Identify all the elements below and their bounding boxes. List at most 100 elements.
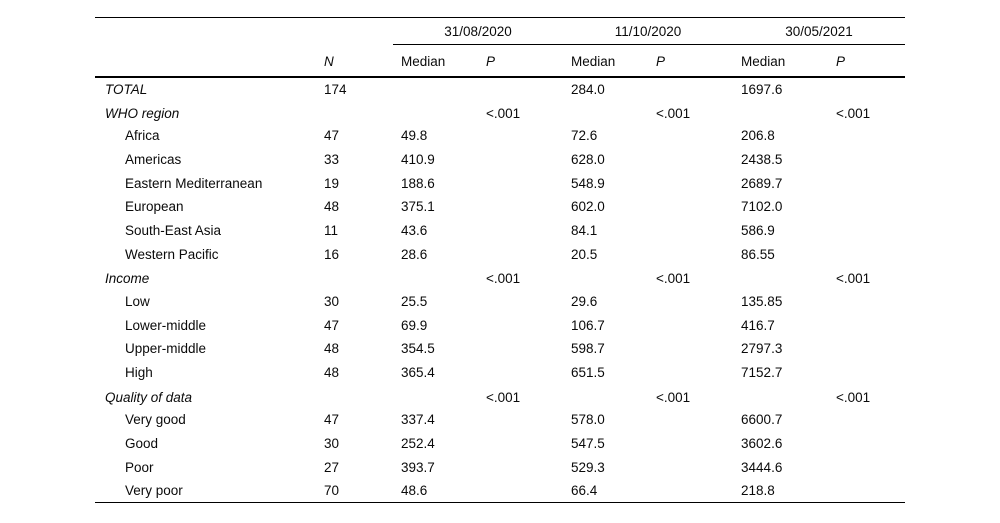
median-column-header-2: Median bbox=[563, 44, 649, 78]
row-label: Lower-middle bbox=[125, 317, 207, 333]
median-cell-2 bbox=[563, 266, 648, 290]
n-cell: 30 bbox=[324, 436, 340, 452]
p-cell-3 bbox=[828, 479, 905, 503]
p-column-header-1: P bbox=[478, 44, 564, 78]
row-label: Africa bbox=[125, 128, 160, 144]
row-label: Very poor bbox=[125, 483, 183, 499]
p-cell-2 bbox=[648, 195, 733, 219]
table-row: European 48 375.1 602.0 7102.0 bbox=[95, 195, 905, 219]
n-cell: 48 bbox=[324, 365, 340, 381]
table-header: 31/08/2020 11/10/2020 30/05/2021 N Media… bbox=[95, 17, 906, 78]
p-cell-2 bbox=[648, 337, 733, 361]
p-cell-3 bbox=[828, 219, 905, 243]
median-cell-2 bbox=[563, 384, 648, 408]
row-label: Low bbox=[125, 294, 150, 310]
table-row: High 48 365.4 651.5 7152.7 bbox=[95, 361, 905, 385]
p-cell-2 bbox=[648, 361, 733, 385]
n-cell bbox=[310, 266, 393, 290]
n-cell: 174 bbox=[324, 82, 347, 98]
median-cell-3: 206.8 bbox=[741, 128, 775, 144]
p-cell-1 bbox=[478, 361, 563, 385]
n-cell: 47 bbox=[324, 317, 340, 333]
p-cell-2 bbox=[648, 313, 733, 337]
p-column-header-2: P bbox=[648, 44, 734, 78]
median-cell-1: 25.5 bbox=[401, 294, 428, 310]
row-label: Western Pacific bbox=[125, 246, 219, 262]
p-cell-1 bbox=[478, 148, 563, 172]
median-cell-2: 602.0 bbox=[571, 199, 605, 215]
p-cell-1 bbox=[478, 219, 563, 243]
table-row: Low 30 25.5 29.6 135.85 bbox=[95, 290, 905, 314]
n-cell: 33 bbox=[324, 151, 340, 167]
n-cell: 16 bbox=[324, 246, 340, 262]
median-cell-1: 393.7 bbox=[401, 459, 435, 475]
row-label: Good bbox=[125, 436, 159, 452]
median-cell-1: 69.9 bbox=[401, 317, 428, 333]
p-cell-1: <.001 bbox=[486, 105, 521, 121]
p-cell-1 bbox=[478, 171, 563, 195]
p-cell-1: <.001 bbox=[486, 389, 521, 405]
median-cell-1: 43.6 bbox=[401, 222, 428, 238]
median-cell-1 bbox=[393, 384, 478, 408]
table-row: TOTAL 174 284.0 1697.6 bbox=[95, 77, 905, 101]
date-column-group-3: 30/05/2021 bbox=[733, 17, 906, 45]
median-cell-2: 548.9 bbox=[571, 175, 605, 191]
p-cell-1 bbox=[478, 408, 563, 432]
table-row: Income <.001 <.001 <.001 bbox=[95, 266, 905, 290]
p-cell-3 bbox=[828, 242, 905, 266]
p-cell-3 bbox=[828, 337, 905, 361]
median-cell-1: 375.1 bbox=[401, 199, 435, 215]
p-cell-2 bbox=[648, 171, 733, 195]
median-cell-1: 49.8 bbox=[401, 128, 428, 144]
table-row: Africa 47 49.8 72.6 206.8 bbox=[95, 124, 905, 148]
p-cell-2 bbox=[648, 148, 733, 172]
summary-statistics-table: 31/08/2020 11/10/2020 30/05/2021 N Media… bbox=[95, 17, 906, 504]
p-cell-2 bbox=[648, 456, 733, 480]
median-cell-3: 7152.7 bbox=[741, 365, 783, 381]
p-cell-2 bbox=[648, 124, 733, 148]
median-cell-3 bbox=[733, 384, 828, 408]
median-cell-1: 337.4 bbox=[401, 412, 435, 428]
p-cell-2 bbox=[648, 408, 733, 432]
median-cell-2: 628.0 bbox=[571, 151, 605, 167]
p-cell-2: <.001 bbox=[656, 271, 691, 287]
median-column-header-1: Median bbox=[393, 44, 478, 78]
n-cell: 47 bbox=[324, 128, 340, 144]
median-cell-1: 28.6 bbox=[401, 246, 428, 262]
median-cell-1 bbox=[393, 77, 478, 101]
median-cell-2: 72.6 bbox=[571, 128, 598, 144]
p-cell-2: <.001 bbox=[656, 105, 691, 121]
p-cell-3 bbox=[828, 195, 905, 219]
table-row: Very poor 70 48.6 66.4 218.8 bbox=[95, 479, 905, 503]
median-cell-3: 2438.5 bbox=[741, 151, 783, 167]
row-label: European bbox=[125, 199, 184, 215]
n-cell: 47 bbox=[324, 412, 340, 428]
p-cell-1 bbox=[478, 290, 563, 314]
median-cell-3: 2797.3 bbox=[741, 341, 783, 357]
row-label: Quality of data bbox=[105, 389, 193, 405]
median-cell-1: 365.4 bbox=[401, 365, 435, 381]
p-cell-3 bbox=[828, 290, 905, 314]
p-cell-3 bbox=[828, 171, 905, 195]
row-label: South-East Asia bbox=[125, 222, 222, 238]
median-cell-2: 284.0 bbox=[571, 82, 605, 98]
table-row: Americas 33 410.9 628.0 2438.5 bbox=[95, 148, 905, 172]
median-cell-3: 7102.0 bbox=[741, 199, 783, 215]
p-cell-1 bbox=[478, 337, 563, 361]
p-cell-1 bbox=[478, 456, 563, 480]
p-cell-3 bbox=[828, 313, 905, 337]
p-cell-3: <.001 bbox=[836, 105, 871, 121]
median-cell-3: 3444.6 bbox=[741, 459, 783, 475]
table-row: Good 30 252.4 547.5 3602.6 bbox=[95, 432, 905, 456]
table-row: Quality of data <.001 <.001 <.001 bbox=[95, 384, 905, 408]
p-cell-2 bbox=[648, 290, 733, 314]
median-cell-3: 3602.6 bbox=[741, 436, 783, 452]
median-cell-3: 2689.7 bbox=[741, 175, 783, 191]
median-cell-2: 529.3 bbox=[571, 459, 605, 475]
table-row: South-East Asia 11 43.6 84.1 586.9 bbox=[95, 219, 905, 243]
row-label: WHO region bbox=[105, 105, 180, 121]
n-cell: 48 bbox=[324, 199, 340, 215]
p-cell-3 bbox=[828, 432, 905, 456]
median-cell-1: 354.5 bbox=[401, 341, 435, 357]
